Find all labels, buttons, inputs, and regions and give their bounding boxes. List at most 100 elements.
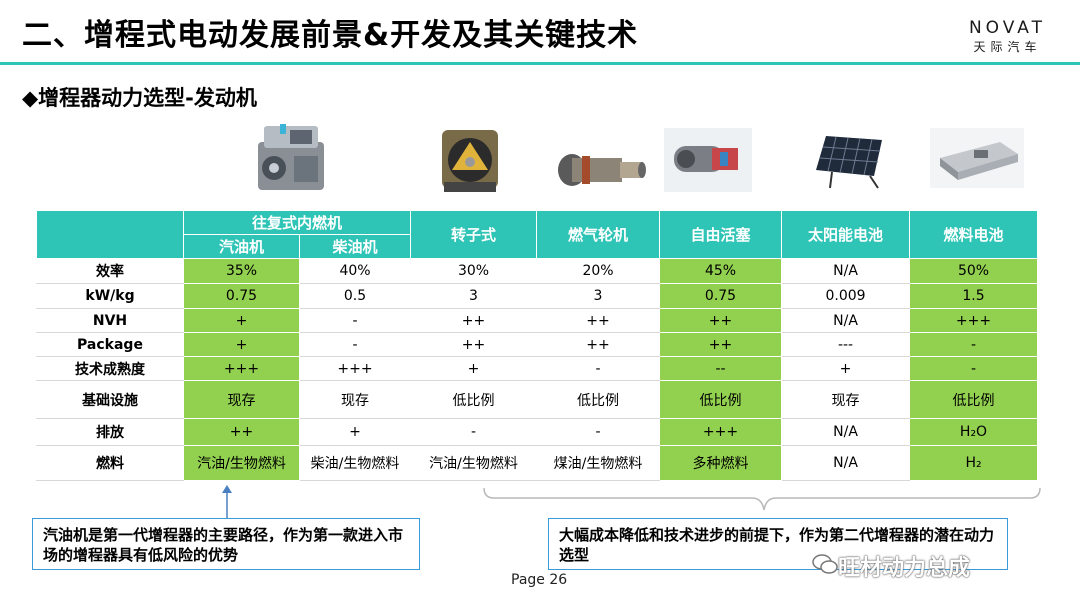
- row-label: 燃料: [36, 445, 184, 481]
- logo-text-zh: 天际汽车: [973, 40, 1042, 54]
- table-cell: 低比例: [659, 380, 783, 419]
- row-label: 效率: [36, 258, 184, 284]
- table-cell: 汽油/生物燃料: [410, 445, 538, 481]
- table-cell: 汽油/生物燃料: [183, 445, 300, 481]
- table-cell: ++: [536, 308, 661, 333]
- table-cell: 0.75: [659, 283, 783, 309]
- table-cell: H₂: [909, 445, 1039, 481]
- table-cell: ++: [536, 332, 661, 357]
- solar-panel-image: [816, 136, 882, 189]
- table-cell: N/A: [781, 445, 911, 481]
- header-solar: 太阳能电池: [781, 210, 911, 259]
- header-free-piston: 自由活塞: [659, 210, 783, 259]
- table-cell: 低比例: [410, 380, 538, 419]
- section-subtitle: ◆增程器动力选型-发动机: [22, 86, 257, 110]
- table-cell: -: [909, 332, 1039, 357]
- header-gas-turbine: 燃气轮机: [536, 210, 661, 259]
- reciprocating-engine-image: [258, 124, 324, 190]
- table-cell: N/A: [781, 418, 911, 446]
- table-cell: 现存: [781, 380, 911, 419]
- free-piston-engine-image: [664, 128, 752, 192]
- header-rotary: 转子式: [410, 210, 538, 259]
- table-row: kW/kg 0.75 0.5 3 3 0.75 0.009 1.5: [36, 283, 1039, 309]
- table-cell: 煤油/生物燃料: [536, 445, 661, 481]
- table-cell: 45%: [659, 258, 783, 284]
- powertrain-comparison-table: 往复式内燃机 转子式 燃气轮机 自由活塞 太阳能电池 燃料电池 汽油机 柴油机 …: [36, 210, 1039, 481]
- header-fuel-cell: 燃料电池: [909, 210, 1039, 259]
- table-cell: -: [410, 418, 538, 446]
- row-label: NVH: [36, 308, 184, 333]
- table-cell: -: [536, 418, 661, 446]
- header-corner: [36, 210, 184, 259]
- table-cell: 现存: [183, 380, 300, 419]
- fuel-cell-image: [930, 128, 1024, 188]
- table-cell: 多种燃料: [659, 445, 783, 481]
- table-row: NVH + - ++ ++ ++ N/A +++: [36, 308, 1039, 333]
- slide-title: 二、增程式电动发展前景&开发及其关键技术: [22, 18, 639, 53]
- header-diesel: 柴油机: [298, 234, 412, 259]
- table-cell: 低比例: [909, 380, 1039, 419]
- title-divider: [0, 62, 1080, 65]
- table-cell: ++: [410, 308, 538, 333]
- table-row: 排放 ++ + - - +++ N/A H₂O: [36, 418, 1039, 446]
- table-cell: H₂O: [909, 418, 1039, 446]
- table-cell: +++: [909, 308, 1039, 333]
- header-reciprocating-ice: 往复式内燃机: [182, 210, 412, 235]
- arrow-up-icon: [222, 485, 232, 520]
- table-cell: ++: [410, 332, 538, 357]
- table-row: 燃料 汽油/生物燃料 柴油/生物燃料 汽油/生物燃料 煤油/生物燃料 多种燃料 …: [36, 445, 1039, 481]
- row-label: kW/kg: [36, 283, 184, 309]
- table-cell: 35%: [183, 258, 300, 284]
- row-label: 排放: [36, 418, 184, 446]
- table-cell: -: [298, 308, 412, 333]
- table-cell: 柴油/生物燃料: [298, 445, 412, 481]
- logo-text-en: NOVAT: [968, 18, 1046, 38]
- table-cell: 现存: [298, 380, 412, 419]
- table-cell: +++: [659, 418, 783, 446]
- wechat-icon: [812, 554, 838, 574]
- table-cell: 0.009: [781, 283, 911, 309]
- table-cell: 20%: [536, 258, 661, 284]
- table-cell: +++: [183, 356, 300, 381]
- rotary-engine-image: [442, 130, 498, 192]
- table-cell: --: [659, 356, 783, 381]
- table-cell: -: [909, 356, 1039, 381]
- table-cell: 30%: [410, 258, 538, 284]
- table-row: 效率 35% 40% 30% 20% 45% N/A 50%: [36, 258, 1039, 284]
- watermark: 旺材动力总成: [838, 556, 971, 581]
- table-cell: +: [183, 332, 300, 357]
- table-cell: 3: [536, 283, 661, 309]
- gas-turbine-image: [558, 154, 646, 186]
- table-cell: +: [781, 356, 911, 381]
- novat-logo: NOVAT 天际汽车: [969, 18, 1046, 56]
- row-label: Package: [36, 332, 184, 357]
- header-gasoline: 汽油机: [183, 234, 300, 259]
- gasoline-note: 汽油机是第一代增程器的主要路径，作为第一款进入市场的增程器具有低风险的优势: [32, 518, 420, 570]
- table-cell: ++: [659, 308, 783, 333]
- table-cell: 50%: [909, 258, 1039, 284]
- page-number: Page 26: [511, 572, 568, 588]
- table-cell: N/A: [781, 308, 911, 333]
- table-row: Package + - ++ ++ ++ --- -: [36, 332, 1039, 357]
- table-cell: ++: [659, 332, 783, 357]
- row-label: 技术成熟度: [36, 356, 184, 381]
- table-cell: 1.5: [909, 283, 1039, 309]
- table-cell: +: [410, 356, 538, 381]
- table-cell: 0.5: [298, 283, 412, 309]
- table-cell: N/A: [781, 258, 911, 284]
- table-cell: 低比例: [536, 380, 661, 419]
- table-cell: 0.75: [183, 283, 300, 309]
- table-row: 技术成熟度 +++ +++ + - -- + -: [36, 356, 1039, 381]
- table-cell: -: [298, 332, 412, 357]
- row-label: 基础设施: [36, 380, 184, 419]
- table-cell: ---: [781, 332, 911, 357]
- table-cell: 3: [410, 283, 538, 309]
- table-cell: -: [536, 356, 661, 381]
- table-cell: +: [183, 308, 300, 333]
- table-cell: ++: [183, 418, 300, 446]
- table-row: 基础设施 现存 现存 低比例 低比例 低比例 现存 低比例: [36, 380, 1039, 419]
- table-cell: +++: [298, 356, 412, 381]
- table-cell: +: [298, 418, 412, 446]
- bracket-icon: [483, 487, 1041, 511]
- table-cell: 40%: [298, 258, 412, 284]
